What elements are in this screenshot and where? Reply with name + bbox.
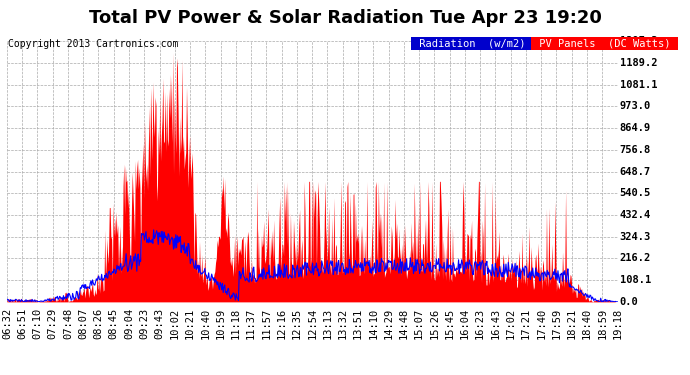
- Text: 648.7: 648.7: [620, 166, 651, 177]
- Text: Copyright 2013 Cartronics.com: Copyright 2013 Cartronics.com: [8, 39, 179, 50]
- Text: 0.0: 0.0: [620, 297, 638, 307]
- Text: Total PV Power & Solar Radiation Tue Apr 23 19:20: Total PV Power & Solar Radiation Tue Apr…: [88, 9, 602, 27]
- Text: 324.3: 324.3: [620, 232, 651, 242]
- Text: 1081.1: 1081.1: [620, 80, 657, 90]
- Text: 756.8: 756.8: [620, 145, 651, 155]
- Text: Radiation  (w/m2): Radiation (w/m2): [413, 38, 531, 48]
- Text: 540.5: 540.5: [620, 188, 651, 198]
- Text: 108.1: 108.1: [620, 275, 651, 285]
- Text: 864.9: 864.9: [620, 123, 651, 133]
- Text: PV Panels  (DC Watts): PV Panels (DC Watts): [533, 38, 676, 48]
- Text: 432.4: 432.4: [620, 210, 651, 220]
- Text: 1189.2: 1189.2: [620, 58, 657, 68]
- Text: 1297.3: 1297.3: [620, 36, 657, 46]
- Text: 216.2: 216.2: [620, 254, 651, 264]
- Text: 973.0: 973.0: [620, 101, 651, 111]
